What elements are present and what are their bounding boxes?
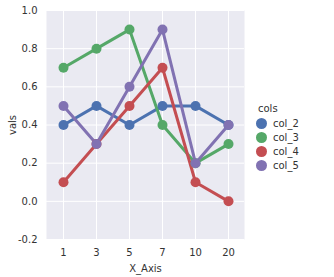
svg-text:X_Axis: X_Axis — [129, 263, 162, 275]
svg-text:0.8: 0.8 — [22, 43, 38, 54]
svg-text:-0.2: -0.2 — [18, 234, 38, 245]
svg-text:10: 10 — [189, 247, 202, 258]
svg-text:0.2: 0.2 — [22, 157, 38, 168]
svg-text:5: 5 — [126, 247, 132, 258]
svg-text:1: 1 — [60, 247, 66, 258]
svg-text:0.4: 0.4 — [22, 119, 38, 130]
html-text:cols: cols — [258, 103, 278, 114]
svg-text:7: 7 — [159, 247, 165, 258]
html-text:col_5: col_5 — [273, 160, 299, 171]
svg-text:1.0: 1.0 — [22, 5, 38, 16]
svg-text:20: 20 — [222, 247, 235, 258]
html-text:col_2: col_2 — [273, 118, 299, 129]
svg-text:0.0: 0.0 — [22, 196, 38, 207]
html-text:col_4: col_4 — [273, 146, 299, 157]
svg-text:0.6: 0.6 — [22, 81, 38, 92]
html-text:col_3: col_3 — [273, 132, 299, 143]
svg-text:3: 3 — [93, 247, 99, 258]
svg-text:vals: vals — [7, 115, 18, 135]
